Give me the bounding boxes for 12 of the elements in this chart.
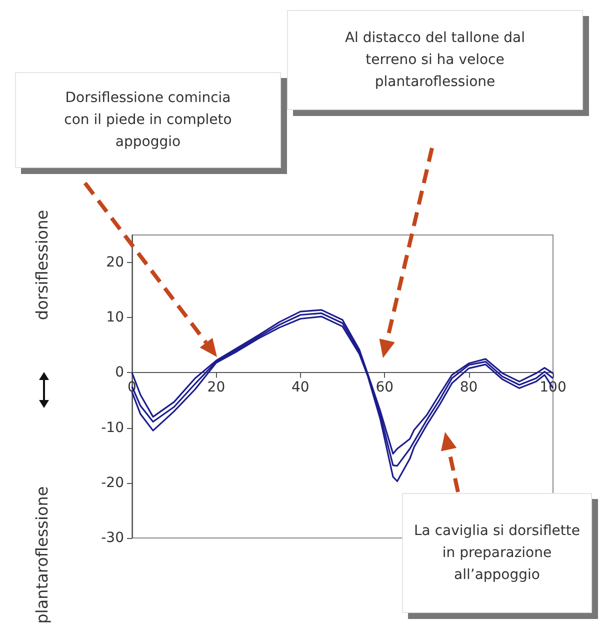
x-tick-label: 60 [376, 380, 394, 396]
y-tick-label: 10 [106, 310, 124, 326]
y-tick-label: -20 [101, 474, 124, 491]
x-tick-label: 20 [207, 380, 226, 396]
x-tick-label: 80 [460, 380, 478, 396]
y-axis-title: dorsiflessione [32, 210, 52, 320]
y-tick-label: 20 [106, 254, 124, 271]
y-tick-label: 0 [115, 364, 124, 381]
y-tick-label: -10 [101, 420, 124, 436]
x-tick-label: 40 [291, 380, 310, 396]
text: plantaroflessione [32, 486, 52, 624]
y-tick-label: -30 [101, 530, 124, 546]
